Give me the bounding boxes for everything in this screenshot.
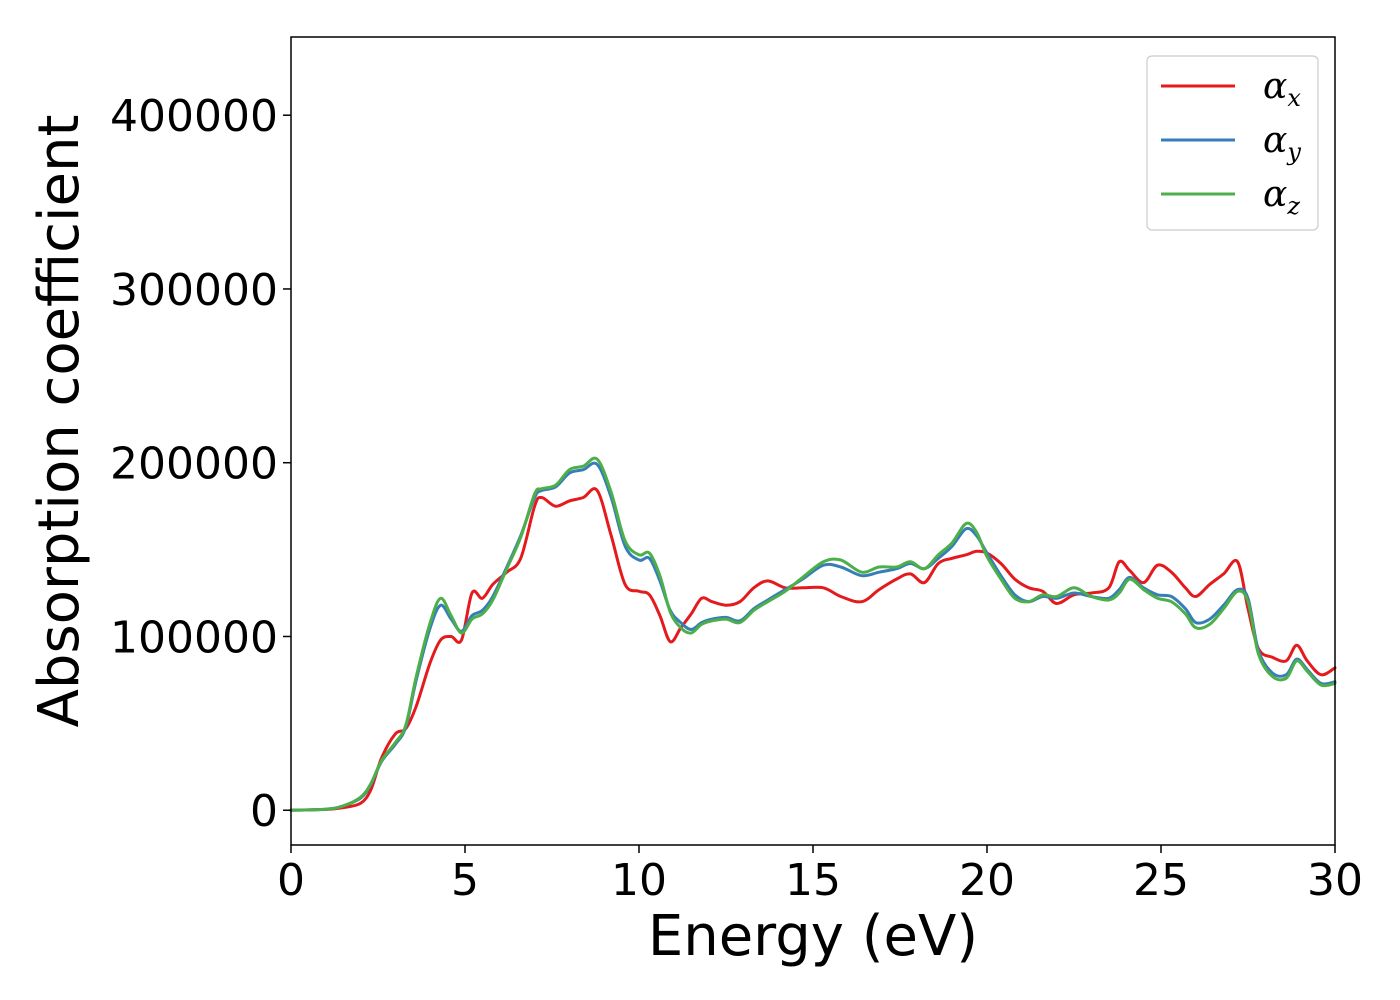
legend: αx αy αz bbox=[1146, 55, 1319, 231]
legend-label-z: αz bbox=[1263, 174, 1300, 220]
y-tick-label: 100000 bbox=[110, 612, 278, 663]
x-tick-label: 20 bbox=[959, 855, 1015, 906]
x-tick-label: 30 bbox=[1307, 855, 1363, 906]
x-axis: 0 5 10 15 20 25 30 bbox=[277, 845, 1363, 906]
x-tick-label: 10 bbox=[611, 855, 667, 906]
series-layer bbox=[289, 456, 1337, 812]
x-tick-label: 0 bbox=[277, 855, 305, 906]
y-axis-title: Absorption coefficient bbox=[27, 115, 92, 728]
x-tick-label: 5 bbox=[451, 855, 479, 906]
legend-box bbox=[1146, 55, 1319, 231]
x-axis-title: Energy (eV) bbox=[648, 904, 978, 969]
legend-label-x: αx bbox=[1263, 66, 1301, 112]
series-line-x bbox=[289, 487, 1337, 812]
y-tick-label: 300000 bbox=[110, 265, 278, 316]
y-tick-label: 0 bbox=[250, 786, 278, 837]
y-tick-label: 400000 bbox=[110, 91, 278, 142]
y-tick-label: 200000 bbox=[110, 439, 278, 490]
series-line-z bbox=[289, 456, 1337, 812]
x-tick-label: 15 bbox=[785, 855, 841, 906]
x-tick-label: 25 bbox=[1133, 855, 1189, 906]
legend-label-y: αy bbox=[1263, 120, 1301, 166]
y-axis: 0 100000 200000 300000 400000 bbox=[110, 91, 291, 837]
